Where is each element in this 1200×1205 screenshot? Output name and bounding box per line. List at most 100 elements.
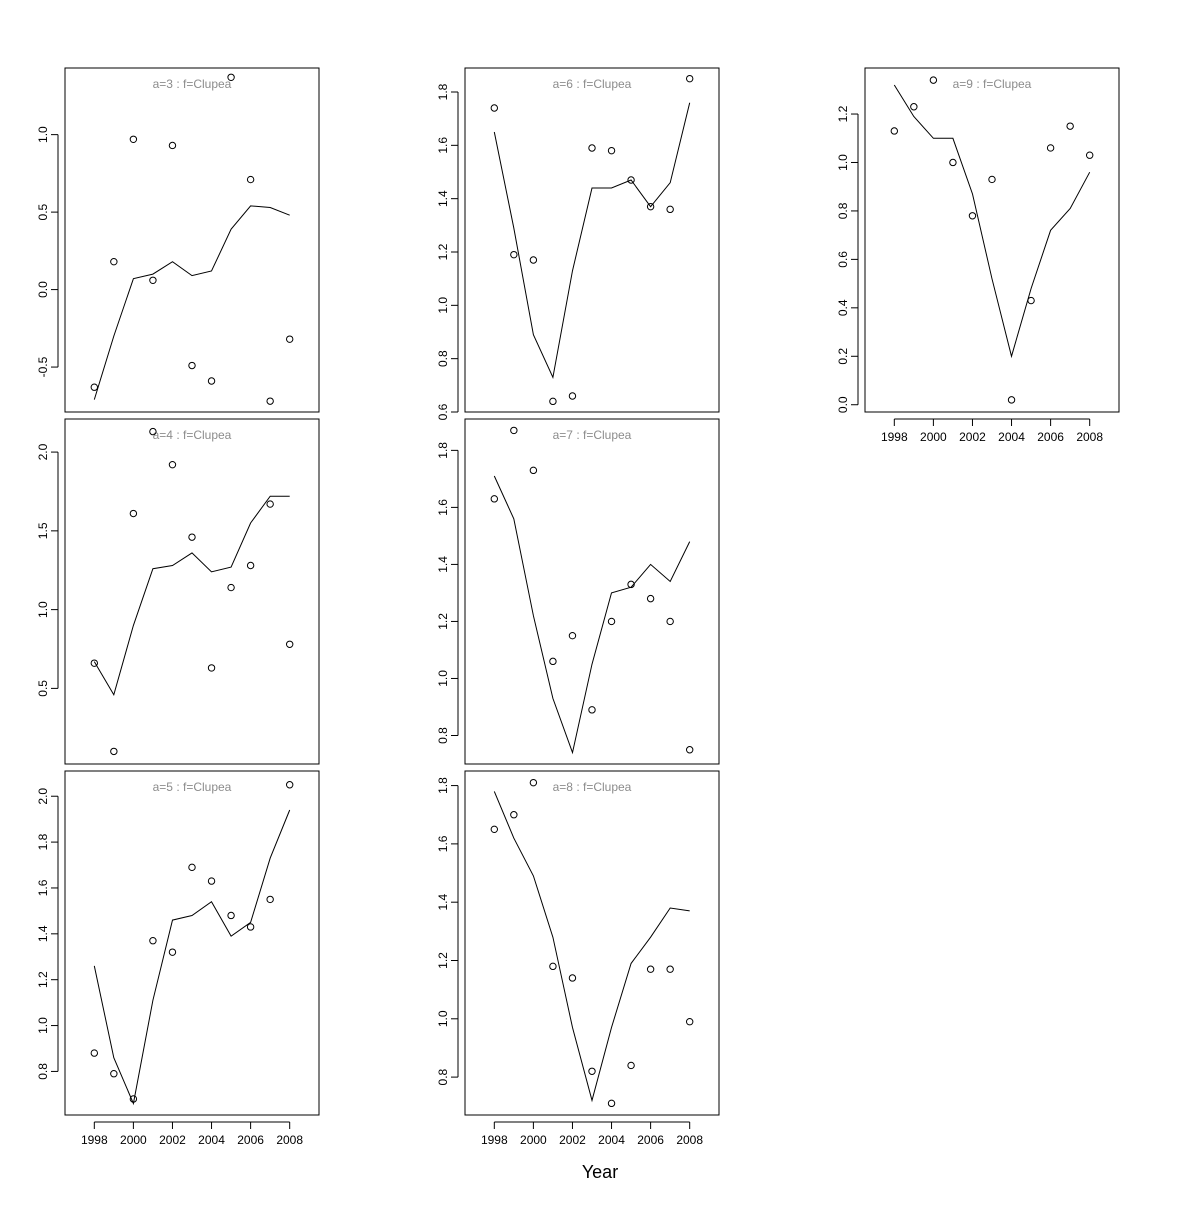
data-point (168, 460, 177, 469)
plot-frame (64, 418, 320, 765)
data-point (1007, 396, 1016, 404)
data-point (929, 76, 938, 84)
data-point (646, 594, 655, 603)
data-point (666, 205, 674, 214)
data-point (227, 583, 235, 592)
data-point (188, 361, 196, 370)
data-point (529, 256, 538, 264)
y-tick-label: 1.0 (436, 1010, 450, 1027)
data-point (607, 1099, 616, 1108)
data-point (549, 657, 557, 666)
x-tick-label: 2006 (1037, 430, 1064, 444)
y-tick-label: 0.0 (836, 396, 850, 413)
plot-frame (64, 67, 320, 413)
panel-title: a=5 : f=Clupea (153, 780, 232, 794)
y-tick-label: 0.4 (836, 299, 850, 316)
data-point (246, 175, 255, 184)
y-tick-label: 1.0 (36, 1017, 50, 1034)
data-point (685, 1018, 694, 1026)
panel-4: a=6 : f=Clupea 0.6 0.8 1.0 1.2 1.4 1.6 1.8 (436, 67, 720, 420)
plot-frame (864, 67, 1120, 413)
plot-frame (464, 67, 720, 413)
panel-title: a=7 : f=Clupea (553, 428, 632, 442)
x-tick-label: 2004 (198, 1133, 225, 1147)
data-point (949, 158, 957, 167)
panel-title: a=8 : f=Clupea (553, 780, 632, 794)
data-point (490, 495, 499, 503)
y-tick-label: 1.4 (436, 556, 450, 573)
data-point (646, 202, 655, 211)
data-point (1085, 151, 1094, 159)
plot-frame (464, 418, 720, 765)
panel-5: a=7 : f=Clupea 0.8 1.0 1.2 1.4 1.6 1.8 (436, 418, 720, 765)
data-point (685, 746, 694, 754)
panel-1: a=3 : f=Clupea -0.5 0.0 0.5 1.0 (36, 67, 320, 413)
data-point (510, 811, 518, 819)
y-tick-label: 1.2 (436, 952, 450, 969)
data-point (246, 561, 255, 570)
data-point (510, 250, 518, 259)
panel-3: a=5 : f=Clupea 0.8 1.0 1.2 1.4 1.6 1.8 2.0 1998 2… (36, 770, 320, 1147)
y-tick-label: 1.5 (36, 522, 50, 539)
data-point (568, 631, 577, 640)
data-point (1027, 296, 1035, 305)
y-tick-label: 2.0 (36, 788, 50, 805)
panel-2: a=4 : f=Clupea 0.5 1.0 1.5 2.0 (36, 418, 320, 765)
data-point (607, 146, 616, 155)
y-tick-label: -0.5 (36, 356, 50, 377)
y-tick-label: 1.0 (836, 154, 850, 171)
data-point (168, 948, 177, 956)
y-tick-label: 0.8 (436, 350, 450, 367)
y-tick-label: 1.2 (36, 971, 50, 988)
data-point (510, 426, 518, 435)
data-point (266, 397, 274, 405)
y-tick-label: 1.6 (36, 879, 50, 896)
data-point (188, 533, 196, 541)
y-tick-label: 0.6 (836, 251, 850, 268)
x-axis-label: Year (582, 1162, 618, 1182)
data-point (149, 276, 157, 284)
y-tick-label: 1.4 (436, 894, 450, 911)
panel-6: a=8 : f=Clupea 0.8 1.0 1.2 1.4 1.6 1.8 1998 2000… (436, 770, 720, 1147)
data-point (529, 466, 538, 475)
y-tick-label: 0.5 (36, 203, 50, 220)
fitted-line (893, 84, 1091, 359)
y-tick-label: 0.8 (436, 727, 450, 744)
data-point (627, 176, 635, 184)
y-tick-label: 1.2 (436, 243, 450, 260)
data-point (110, 1070, 118, 1078)
y-tick-label: 1.2 (836, 105, 850, 122)
y-tick-label: 0.8 (36, 1063, 50, 1080)
data-point (588, 1067, 596, 1075)
y-tick-label: 2.0 (36, 443, 50, 460)
x-tick-label: 2008 (1076, 430, 1103, 444)
y-tick-label: 0.8 (836, 202, 850, 219)
x-tick-label: 2004 (598, 1133, 625, 1147)
data-point (207, 377, 216, 385)
y-tick-label: 1.8 (436, 442, 450, 459)
panel-title: a=4 : f=Clupea (153, 428, 232, 442)
data-point (588, 144, 596, 152)
panel-title: a=6 : f=Clupea (553, 77, 632, 91)
x-tick-label: 2002 (559, 1133, 586, 1147)
y-tick-label: 1.6 (436, 499, 450, 516)
x-tick-label: 1998 (81, 1133, 108, 1147)
data-point (266, 895, 274, 904)
x-tick-label: 2002 (159, 1133, 186, 1147)
y-tick-label: 1.4 (436, 190, 450, 207)
data-point (227, 911, 235, 920)
y-tick-label: 1.8 (436, 777, 450, 794)
plot-frame (464, 770, 720, 1116)
data-point (490, 104, 499, 112)
data-point (110, 257, 118, 266)
y-tick-label: 1.2 (436, 613, 450, 630)
data-point (529, 778, 538, 787)
data-point (646, 965, 655, 973)
y-tick-label: 0.8 (436, 1068, 450, 1085)
data-point (129, 509, 138, 518)
data-point (227, 73, 235, 81)
data-point (285, 781, 294, 789)
data-point (207, 877, 216, 885)
data-point (266, 500, 274, 508)
